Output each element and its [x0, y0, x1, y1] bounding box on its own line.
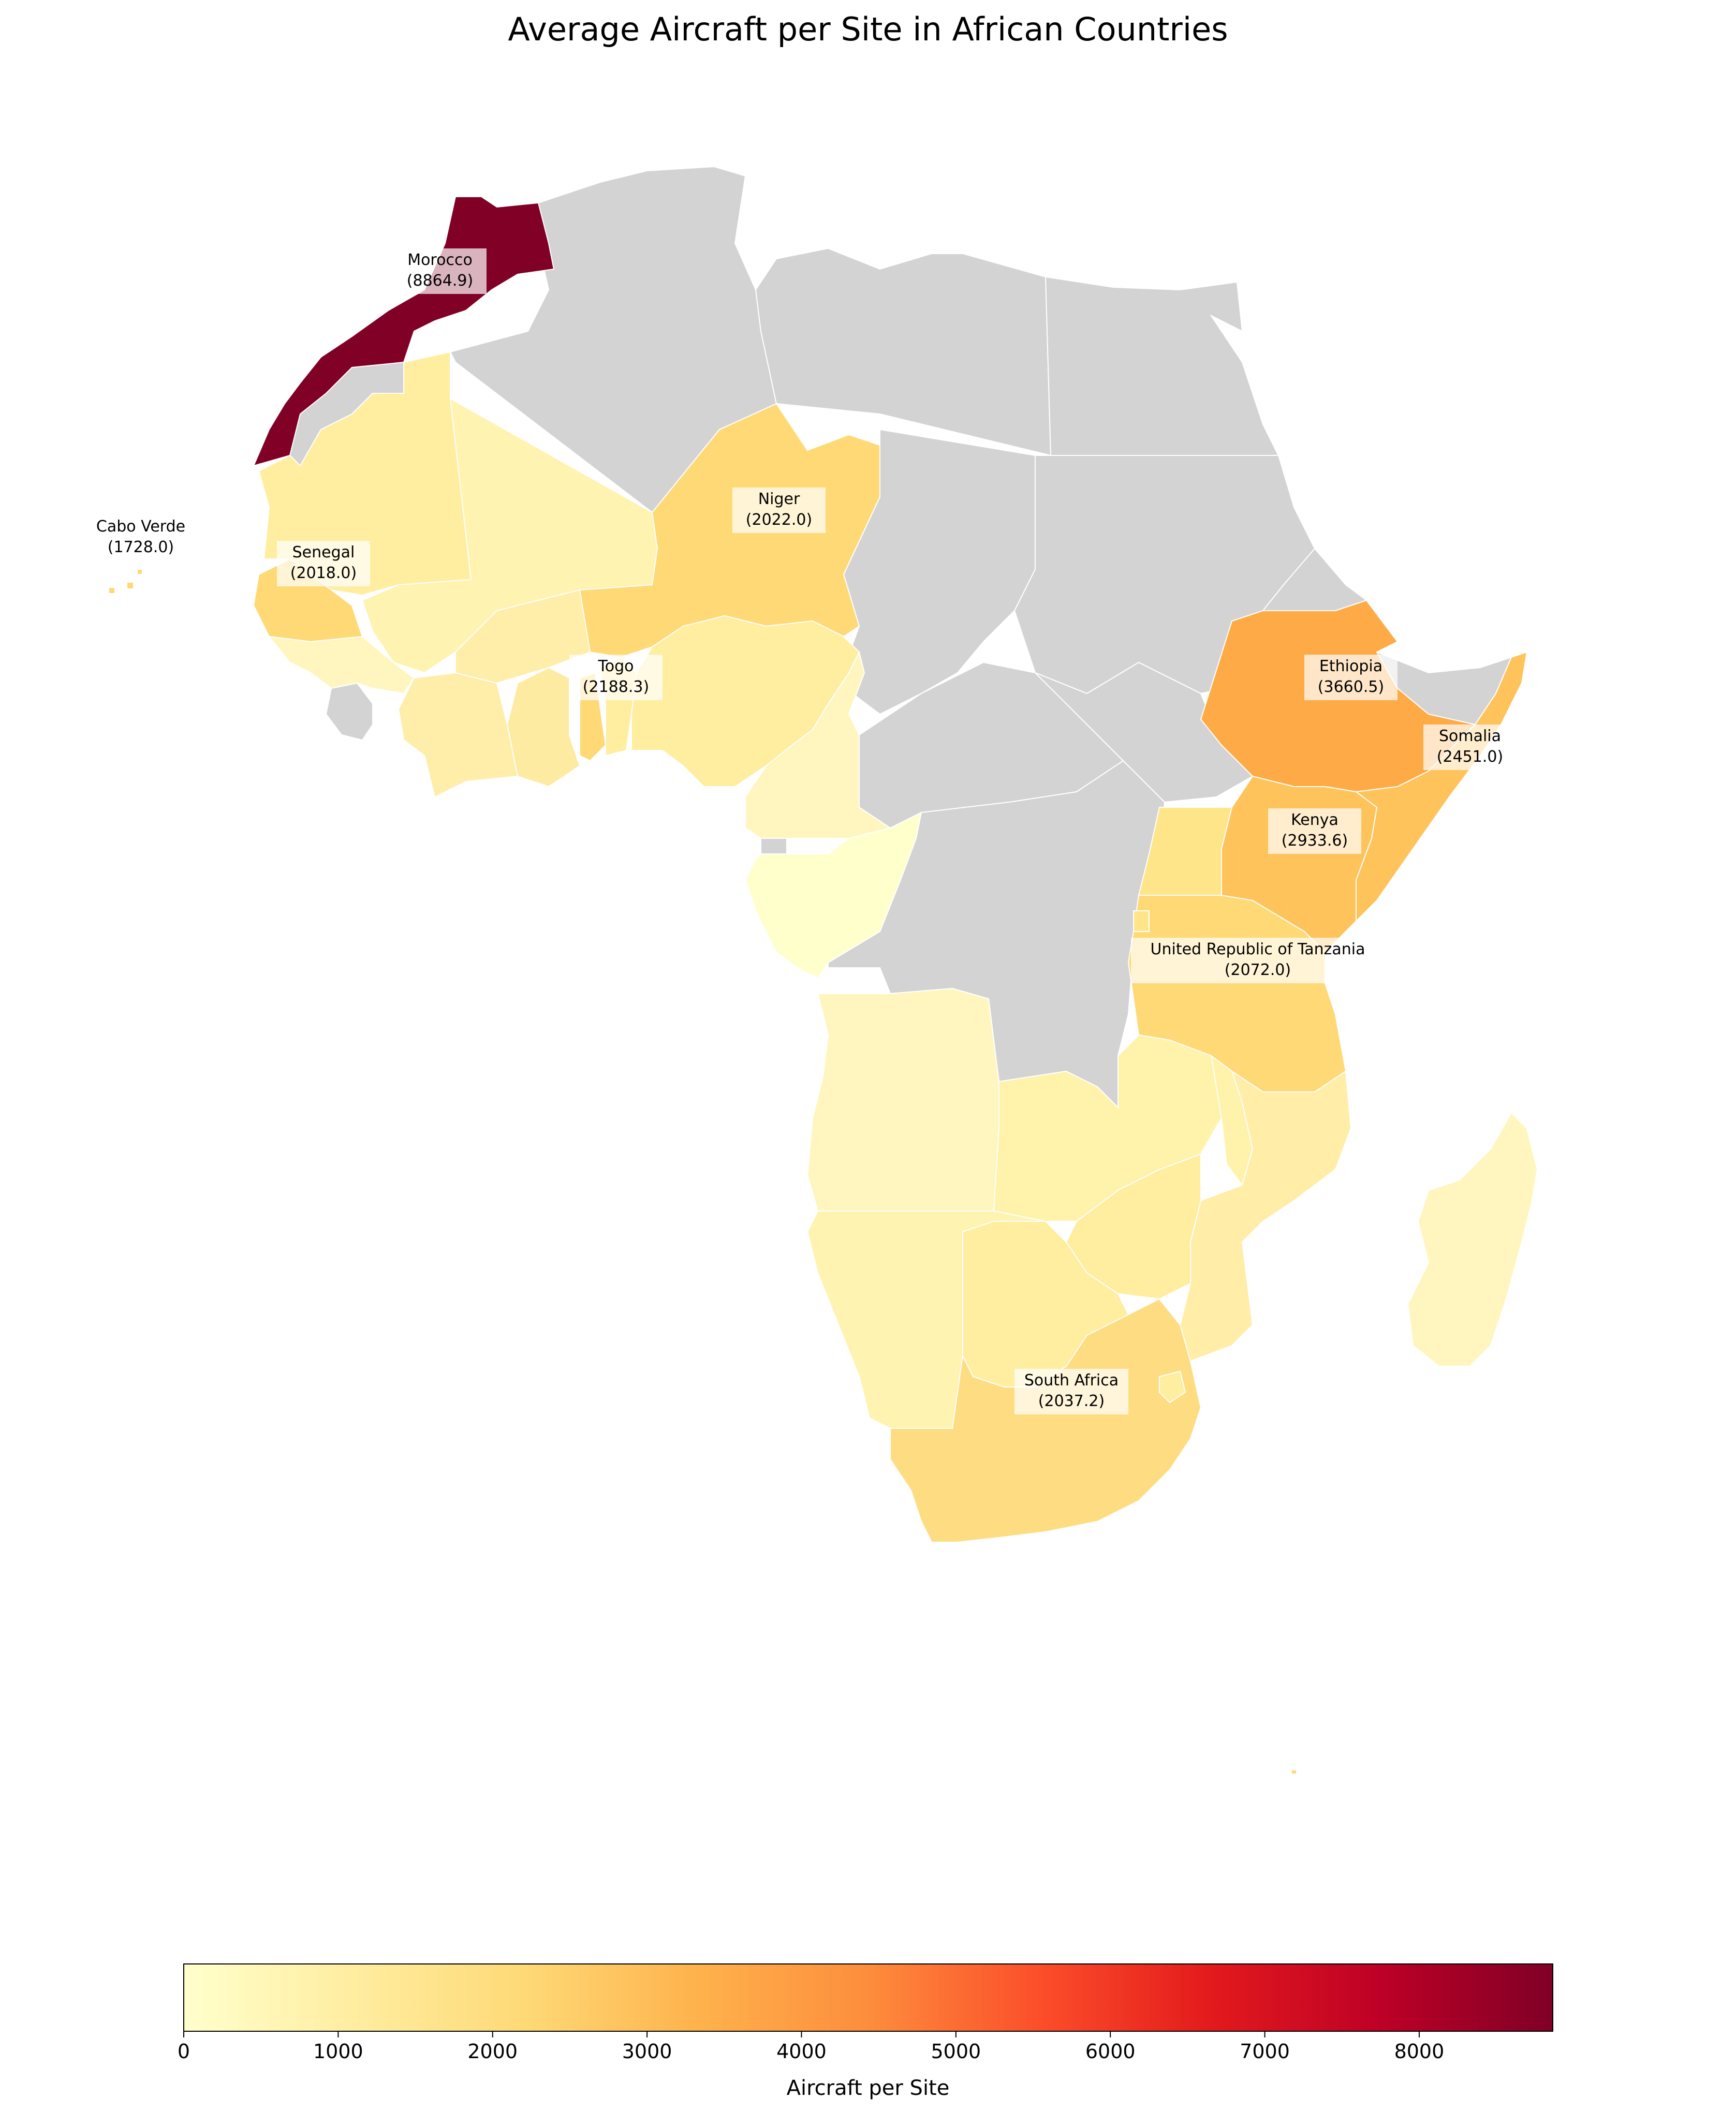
label-tanzania: United Republic of Tanzania (2072.0) — [1131, 938, 1385, 983]
colorbar-tick-label: 6000 — [1085, 2040, 1136, 2063]
label-cabo-verde-name: Cabo Verde — [96, 518, 185, 536]
region-equatorial-guinea — [760, 838, 787, 854]
region-egypt — [1044, 276, 1279, 456]
region-angola — [806, 987, 999, 1211]
label-niger: Niger (2022.0) — [732, 487, 826, 533]
label-togo-name: Togo — [598, 657, 634, 675]
label-somalia: Somalia (2451.0) — [1423, 725, 1517, 770]
map-title: Average Aircraft per Site in African Cou… — [508, 10, 1228, 48]
region-madagascar — [1407, 1112, 1538, 1367]
region-ghana — [506, 667, 581, 788]
label-tanzania-value: (2072.0) — [1225, 961, 1291, 979]
label-senegal-value: (2018.0) — [290, 564, 357, 582]
label-togo-value: (2188.3) — [583, 678, 649, 696]
label-ethiopia-name: Ethiopia — [1319, 657, 1382, 675]
label-senegal-name: Senegal — [292, 543, 355, 562]
label-senegal: Senegal (2018.0) — [277, 541, 370, 586]
label-niger-value: (2022.0) — [746, 511, 812, 529]
region-cabo-verde-b — [126, 582, 134, 589]
colorbar-tick-label: 3000 — [622, 2040, 672, 2063]
colorbar-tick-label: 4000 — [776, 2040, 827, 2063]
label-somalia-name: Somalia — [1439, 727, 1501, 745]
region-swaziland — [1159, 1370, 1186, 1403]
data-regions — [108, 196, 1538, 1775]
label-kenya: Kenya (2933.6) — [1268, 808, 1361, 854]
colorbar-label: Aircraft per Site — [787, 2076, 950, 2100]
label-morocco-name: Morocco — [407, 251, 473, 269]
region-mauritius — [1291, 1769, 1297, 1775]
colorbar-tick-label: 0 — [178, 2040, 190, 2063]
region-rwanda-burundi — [1133, 910, 1150, 932]
label-ethiopia: Ethiopia (3660.5) — [1304, 655, 1397, 700]
label-morocco: Morocco (8864.9) — [393, 248, 487, 294]
colorbar-tick-label: 5000 — [931, 2040, 981, 2063]
region-south-africa — [890, 1298, 1202, 1543]
region-cameroon — [745, 651, 892, 839]
region-cabo-verde-c — [108, 587, 115, 594]
colorbar-tick-label: 2000 — [467, 2040, 518, 2063]
region-ivory-coast — [398, 672, 519, 798]
colorbar: 0 1000 2000 3000 4000 5000 6000 7000 8000 Aircra… — [178, 1963, 1553, 2100]
region-cabo-verde-a — [137, 569, 143, 575]
colorbar-tick-label: 8000 — [1394, 2040, 1445, 2063]
no-data-regions — [289, 166, 1512, 1466]
label-cabo-verde-value: (1728.0) — [108, 538, 174, 556]
colorbar-gradient — [183, 1963, 1553, 2032]
label-ethiopia-value: (3660.5) — [1318, 678, 1384, 696]
colorbar-tick-label: 1000 — [313, 2040, 363, 2063]
label-south-africa: South Africa (2037.2) — [1014, 1369, 1128, 1414]
region-mozambique — [1179, 1070, 1352, 1362]
country-labels: Morocco (8864.9) Cabo Verde (1728.0) Sen… — [96, 248, 1517, 1414]
label-kenya-value: (2933.6) — [1282, 832, 1348, 850]
label-cabo-verde: Cabo Verde (1728.0) — [96, 518, 185, 556]
label-togo: Togo (2188.3) — [569, 655, 663, 700]
region-gabon-congo — [744, 811, 922, 979]
label-kenya-name: Kenya — [1291, 811, 1338, 829]
label-niger-name: Niger — [758, 490, 800, 508]
region-guinea — [268, 636, 415, 695]
region-liberia-sierra — [325, 682, 373, 741]
colorbar-ticks: 0 1000 2000 3000 4000 5000 6000 7000 8000 — [178, 2031, 1444, 2063]
label-morocco-value: (8864.9) — [407, 272, 473, 290]
label-south-africa-name: South Africa — [1024, 1371, 1119, 1390]
region-libya — [755, 247, 1052, 456]
label-tanzania-name: United Republic of Tanzania — [1151, 940, 1365, 958]
label-somalia-value: (2451.0) — [1437, 748, 1503, 766]
colorbar-tick-label: 7000 — [1240, 2040, 1290, 2063]
label-south-africa-value: (2037.2) — [1038, 1392, 1105, 1410]
